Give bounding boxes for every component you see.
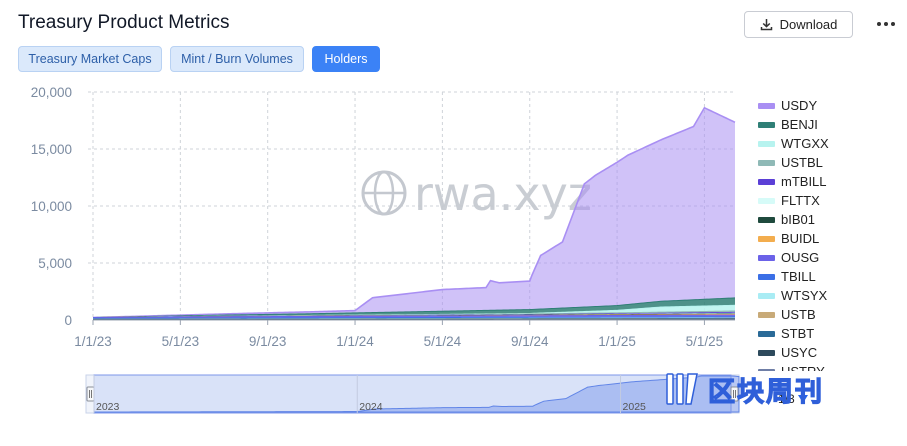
download-icon: [760, 19, 772, 31]
x-tick-label: 9/1/24: [511, 334, 549, 349]
legend-item-usdy[interactable]: USDY: [758, 96, 858, 115]
legend-label: WTGXX: [781, 136, 829, 151]
legend-swatch: [758, 311, 775, 318]
legend-page-indicator: 1/3: [778, 392, 795, 406]
legend-label: STBT: [781, 326, 815, 341]
tab-mint-burn-volumes[interactable]: Mint / Burn Volumes: [170, 46, 304, 72]
legend-label: BUIDL: [781, 231, 820, 246]
legend-swatch: [758, 349, 775, 356]
legend-swatch: [758, 254, 775, 261]
legend-item-ustry[interactable]: USTRY: [758, 362, 858, 371]
legend-pagination[interactable]: 1/3: [778, 392, 808, 406]
legend-swatch: [758, 368, 775, 371]
legend-swatch: [758, 216, 775, 223]
area-wtgxx[interactable]: [93, 305, 735, 318]
legend-item-bib01[interactable]: bIB01: [758, 210, 858, 229]
area-benji[interactable]: [93, 297, 735, 318]
line-tbill: [92, 316, 735, 319]
tab-label: Treasury Market Caps: [28, 52, 152, 66]
line-benji: [92, 297, 736, 318]
legend-item-benji[interactable]: BENJI: [758, 115, 858, 134]
more-options-button[interactable]: [872, 14, 900, 34]
line-ousg: [92, 314, 735, 318]
dot-icon: [877, 22, 881, 26]
x-tick-label: 5/1/24: [424, 334, 462, 349]
x-tick-label: 9/1/23: [249, 334, 287, 349]
navigator-handle-right[interactable]: [730, 386, 739, 402]
watermark: rwa.xyz: [361, 167, 592, 221]
download-label: Download: [779, 17, 838, 32]
legend-item-ousg[interactable]: OUSG: [758, 248, 858, 267]
legend-item-wtsyx[interactable]: WTSYX: [758, 286, 858, 305]
legend-label: USTBL: [781, 155, 823, 170]
logo-text: 区块周刊: [707, 376, 824, 408]
legend-swatch: [758, 159, 775, 166]
legend-item-tbill[interactable]: TBILL: [758, 267, 858, 286]
dot-icon: [884, 22, 888, 26]
legend-swatch: [758, 140, 775, 147]
legend-item-ustb[interactable]: USTB: [758, 305, 858, 324]
legend-swatch: [758, 102, 775, 109]
legend-label: TBILL: [781, 269, 816, 284]
navigator-year-label: 2025: [623, 401, 647, 413]
download-button[interactable]: Download: [744, 11, 853, 38]
legend-label: USDY: [781, 98, 818, 113]
legend-item-wtgxx[interactable]: WTGXX: [758, 134, 858, 153]
y-tick-label: 0: [64, 313, 72, 328]
navigator-year-label: 2023: [96, 401, 120, 413]
legend-swatch: [758, 178, 775, 185]
next-page-arrow-icon[interactable]: [797, 395, 808, 403]
legend-label: USTRY: [781, 364, 825, 371]
legend-swatch: [758, 235, 775, 242]
legend-item-stbt[interactable]: STBT: [758, 324, 858, 343]
legend-swatch: [758, 292, 775, 299]
x-tick-label: 5/1/23: [162, 334, 200, 349]
legend-swatch: [758, 330, 775, 337]
legend-label: USYC: [781, 345, 818, 360]
x-tick-label: 1/1/23: [74, 334, 112, 349]
y-tick-label: 10,000: [31, 199, 72, 214]
legend-label: OUSG: [781, 250, 820, 265]
legend-item-mtbill[interactable]: mTBILL: [758, 172, 858, 191]
legend-item-usyc[interactable]: USYC: [758, 343, 858, 362]
x-tick-label: 5/1/25: [686, 334, 724, 349]
legend-label: FLTTX: [781, 193, 820, 208]
navigator-year-label: 2024: [359, 401, 383, 413]
legend-item-ustbl[interactable]: USTBL: [758, 153, 858, 172]
legend-label: mTBILL: [781, 174, 827, 189]
legend-label: BENJI: [781, 117, 818, 132]
area-usdy[interactable]: [93, 107, 735, 318]
x-tick-label: 1/1/25: [598, 334, 636, 349]
chart-legend: USDY BENJI WTGXX USTBL mTBILL FLTTX bIB01 BUIDL…: [758, 96, 858, 371]
x-tick-label: 1/1/24: [336, 334, 374, 349]
dot-icon: [891, 22, 895, 26]
tab-label: Mint / Burn Volumes: [181, 52, 293, 66]
legend-swatch: [758, 273, 775, 280]
legend-swatch: [758, 197, 775, 204]
legend-label: USTB: [781, 307, 816, 322]
y-tick-label: 5,000: [38, 256, 72, 271]
logo-mark-icon: [666, 373, 698, 405]
page-title: Treasury Product Metrics: [18, 12, 230, 33]
y-tick-label: 20,000: [31, 85, 72, 100]
legend-item-buidl[interactable]: BUIDL: [758, 229, 858, 248]
tab-treasury-market-caps[interactable]: Treasury Market Caps: [18, 46, 162, 72]
navigator-selection[interactable]: [93, 374, 732, 414]
legend-label: WTSYX: [781, 288, 828, 303]
tab-holders[interactable]: Holders: [312, 46, 380, 72]
legend-label: bIB01: [781, 212, 815, 227]
navigator-handle-left[interactable]: [86, 386, 95, 402]
tab-label: Holders: [324, 52, 368, 66]
publisher-logo: 区块周刊: [664, 366, 884, 412]
line-usdy: [92, 106, 736, 319]
legend-swatch: [758, 121, 775, 128]
y-tick-label: 15,000: [31, 142, 72, 157]
range-navigator[interactable]: 2023 2024 2025: [85, 374, 740, 414]
watermark-text: rwa.xyz: [414, 167, 592, 221]
legend-item-flttx[interactable]: FLTTX: [758, 191, 858, 210]
navigator-area: [94, 375, 740, 413]
